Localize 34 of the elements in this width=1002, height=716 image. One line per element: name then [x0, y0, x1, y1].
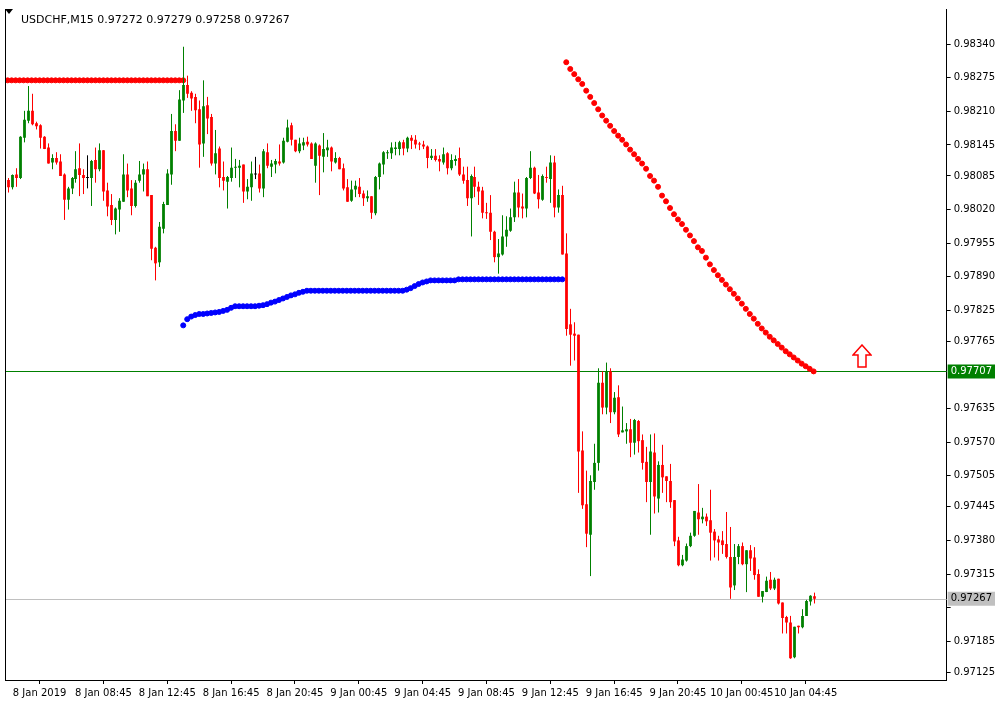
- y-tick-label: 0.97380: [953, 534, 996, 546]
- y-tick-label: 0.98340: [953, 37, 996, 49]
- x-tick-label: 9 Jan 08:45: [457, 686, 515, 698]
- x-tick-label: 8 Jan 20:45: [266, 686, 324, 698]
- x-tick-label: 9 Jan 00:45: [330, 686, 388, 698]
- x-tick-label: 9 Jan 16:45: [585, 686, 643, 698]
- y-tick-label: 0.98020: [953, 203, 996, 215]
- chart-title: USDCHF,M15 0.97272 0.97279 0.97258 0.97267: [21, 12, 290, 26]
- y-tick-label: 0.98145: [953, 138, 996, 150]
- y-tick-label: 0.97315: [953, 567, 996, 579]
- y-tick-label: 0.98275: [953, 71, 996, 83]
- y-tick-label: 0.97825: [953, 303, 996, 315]
- y-tick-label: 0.97125: [953, 665, 996, 677]
- x-tick-label: 9 Jan 20:45: [649, 686, 707, 698]
- x-tick-label: 10 Jan 00:45: [710, 686, 774, 698]
- ref-line-label: 0.97707: [950, 364, 993, 376]
- x-tick-label: 8 Jan 2019: [12, 686, 67, 698]
- x-tick-label: 9 Jan 04:45: [394, 686, 452, 698]
- x-tick-label: 9 Jan 12:45: [521, 686, 579, 698]
- y-tick-label: 0.97890: [953, 270, 996, 282]
- x-tick-label: 8 Jan 16:45: [202, 686, 260, 698]
- y-tick-label: 0.97765: [953, 334, 996, 346]
- y-tick-label: 0.98210: [953, 104, 996, 116]
- y-tick-label: 0.97505: [953, 469, 996, 481]
- y-tick-label: 0.97635: [953, 402, 996, 414]
- x-tick-label: 8 Jan 08:45: [74, 686, 132, 698]
- y-tick-label: 0.98085: [953, 169, 996, 181]
- x-tick-label: 10 Jan 04:45: [774, 686, 838, 698]
- y-tick-label: 0.97445: [953, 500, 996, 512]
- y-tick-label: 0.97955: [953, 236, 996, 248]
- y-tick-label: 0.97570: [953, 435, 996, 447]
- ref-line-label: 0.97267: [950, 592, 993, 604]
- y-tick-label: 0.97185: [953, 634, 996, 646]
- x-tick-label: 8 Jan 12:45: [138, 686, 196, 698]
